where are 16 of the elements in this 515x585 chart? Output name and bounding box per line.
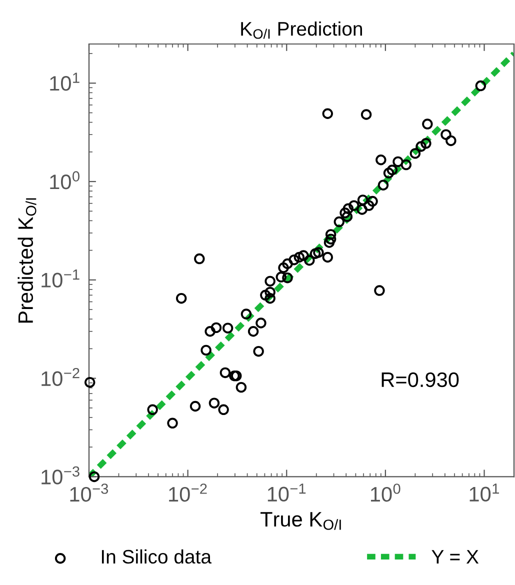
y-tick-label: 10$^{−1}$ (42, 270, 80, 288)
x-tick-label: 10$^{−3}$ (70, 484, 108, 502)
x-tick-label: 10$^{1}$ (470, 484, 499, 502)
legend-label: In Silico data (102, 549, 212, 564)
chart-title: K$_{O/I}$ Prediction (241, 21, 362, 39)
y-tick-label: 10$^{−3}$ (42, 466, 80, 484)
x-axis-title: True K$_{O/I}$ (260, 512, 341, 530)
y-tick-label: 10$^{0}$ (50, 171, 80, 190)
x-tick-label: 10$^{−2}$ (169, 484, 207, 502)
y-tick-label: 10$^{−2}$ (42, 368, 80, 386)
y-tick-label: 10$^{1}$ (50, 72, 80, 91)
x-tick-label: 10$^{−1}$ (268, 484, 306, 502)
y-axis-title: Predicted K$_{O/I}$ (18, 198, 36, 323)
annotation: R=0.930 (382, 372, 459, 388)
legend-label: Y = X (432, 550, 479, 564)
x-tick-label: 10$^{0}$ (370, 484, 400, 502)
